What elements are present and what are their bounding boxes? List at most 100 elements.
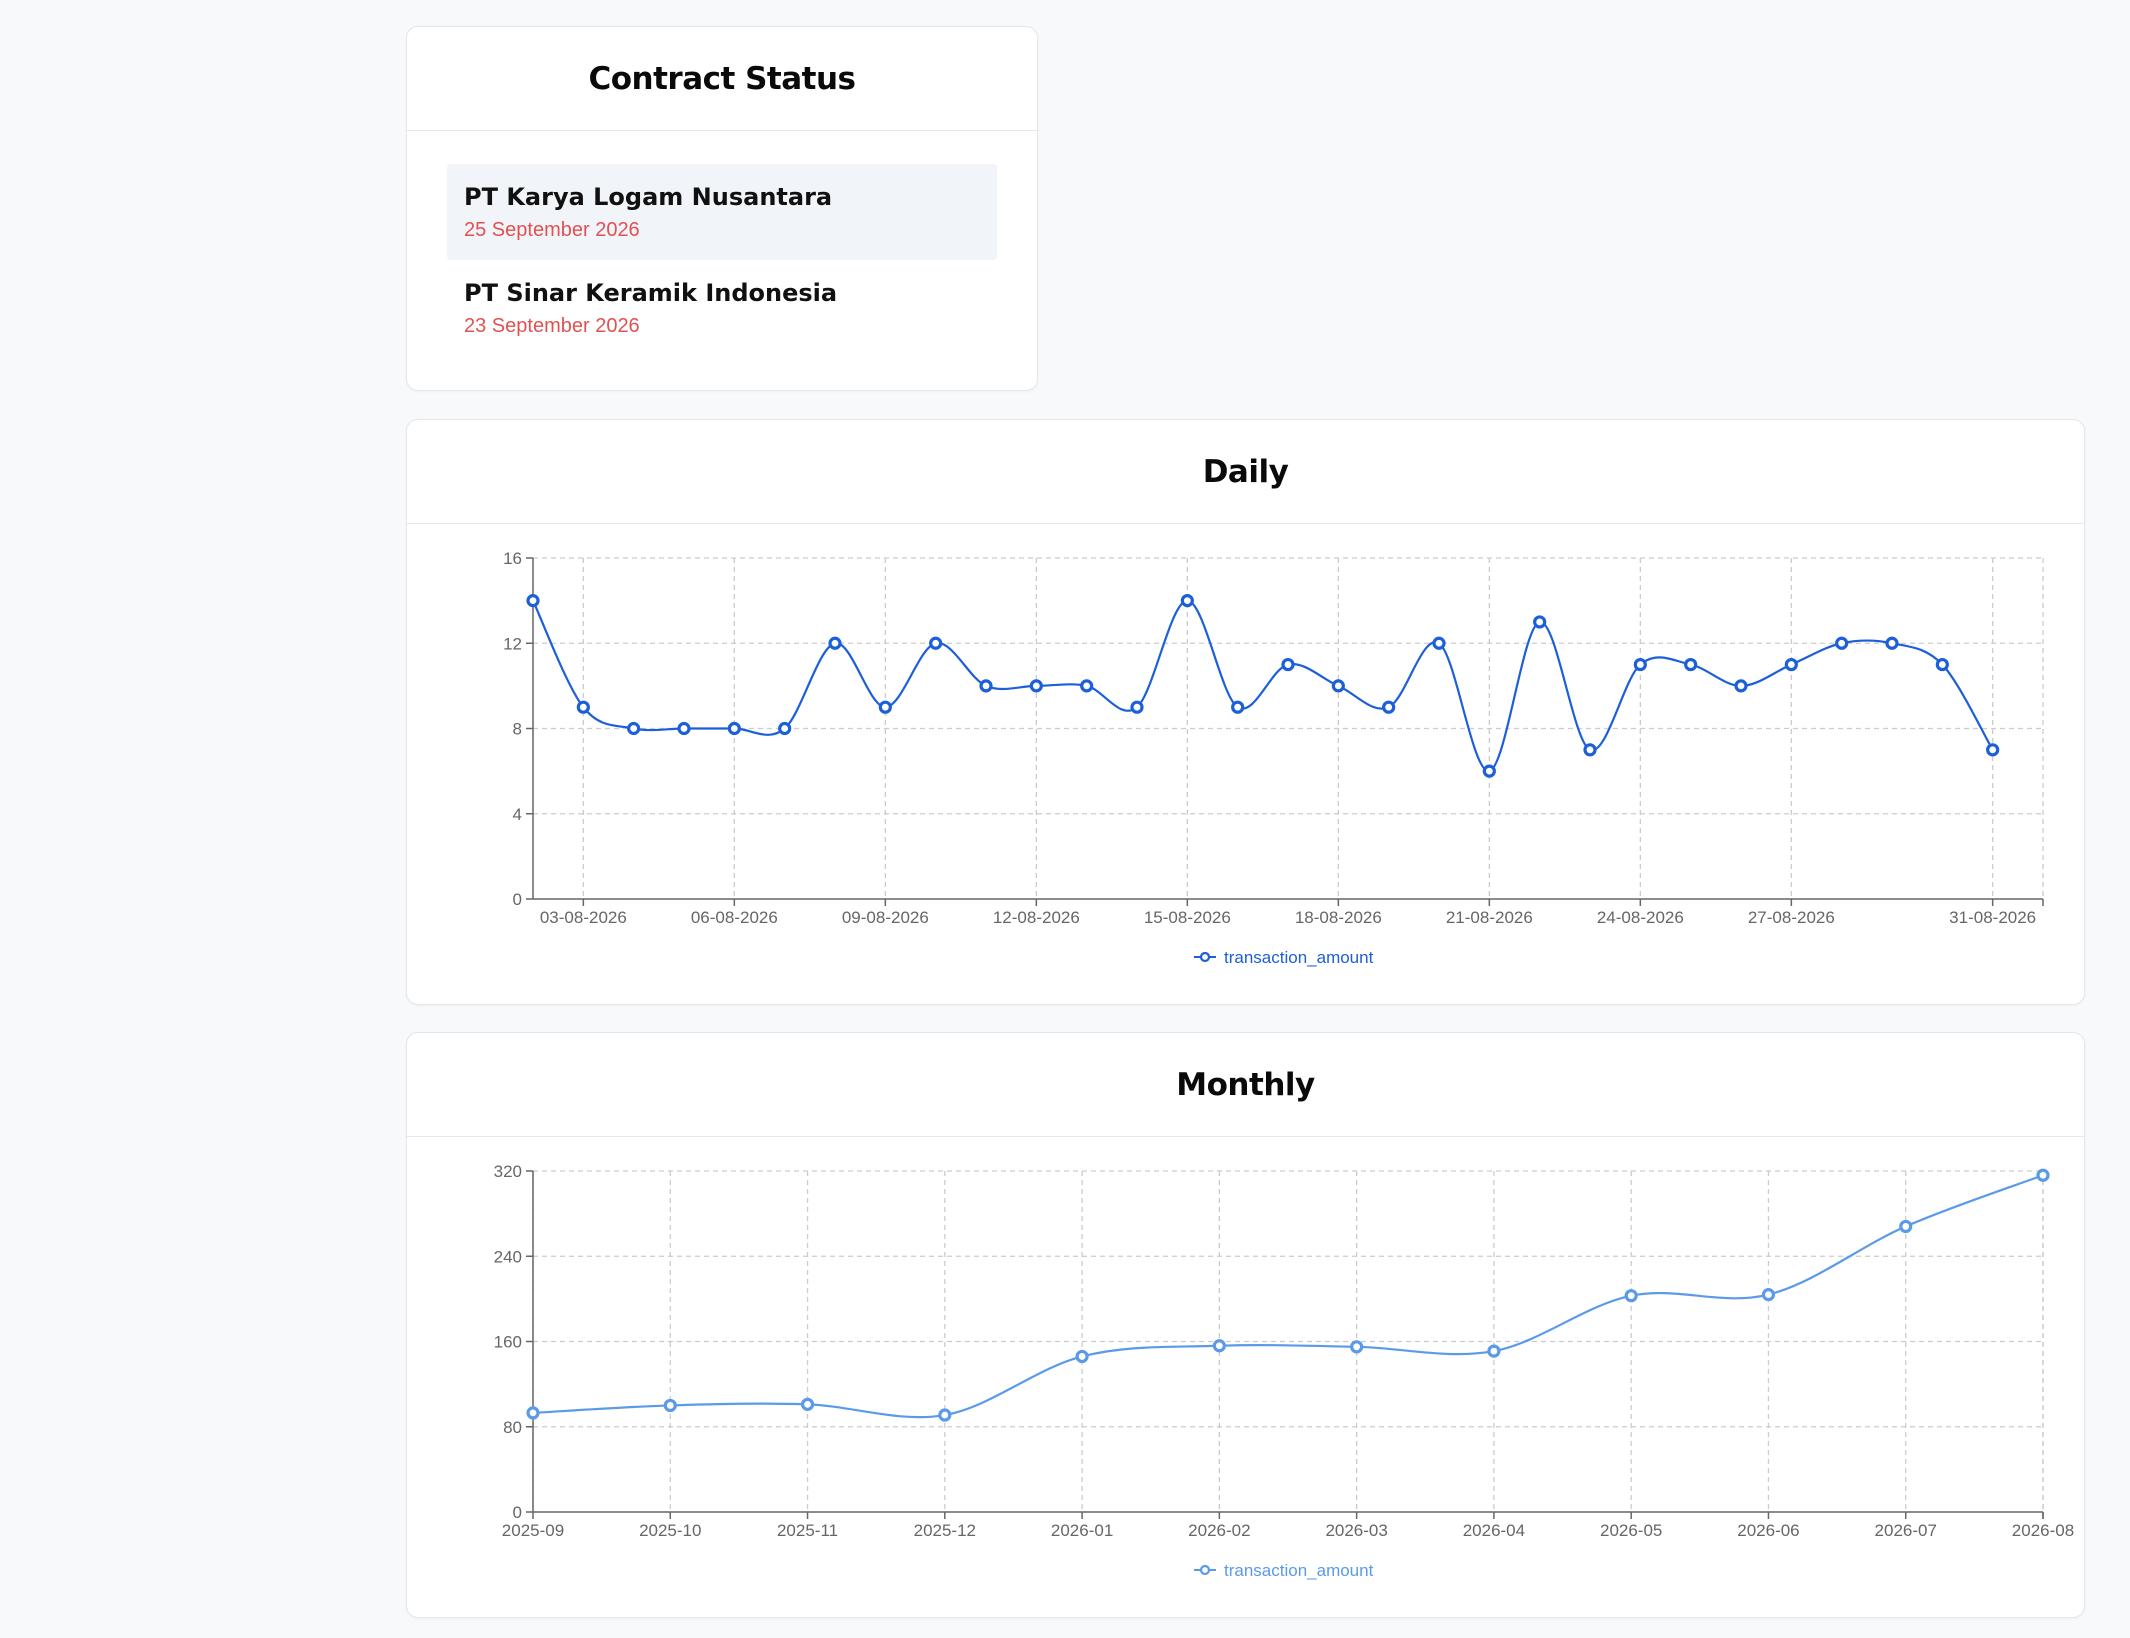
data-point[interactable] — [1432, 636, 1446, 650]
legend-label: transaction_amount — [1224, 1561, 1374, 1580]
data-point[interactable] — [1633, 657, 1647, 672]
x-tick-label: 27-08-2026 — [1748, 908, 1835, 927]
contract-item[interactable]: PT Karya Logam Nusantara 25 September 20… — [447, 164, 997, 260]
contract-item[interactable]: PT Sinar Keramik Indonesia 23 September … — [447, 260, 997, 356]
data-point[interactable] — [526, 594, 540, 608]
contract-date: 25 September 2026 — [464, 218, 640, 241]
data-point[interactable] — [1533, 615, 1547, 629]
data-point[interactable] — [979, 679, 993, 693]
monthly-line-chart: 0 80 160 240 320 2025-09 2025-10 2025-11 2025-12… — [494, 1162, 2075, 1580]
x-tick-label: 24-08-2026 — [1597, 908, 1684, 927]
data-point[interactable] — [1029, 679, 1043, 693]
data-point[interactable] — [1761, 1288, 1776, 1302]
x-tick-label: 15-08-2026 — [1144, 908, 1231, 927]
data-point[interactable] — [1899, 1219, 1913, 1234]
x-tick-label: 2026-07 — [1875, 1521, 1937, 1540]
data-point[interactable] — [1624, 1289, 1638, 1303]
data-point[interactable] — [800, 1397, 815, 1411]
data-point[interactable] — [1075, 1349, 1089, 1364]
x-tick-label: 2026-01 — [1051, 1521, 1113, 1540]
x-tick-label: 06-08-2026 — [691, 908, 778, 927]
daily-chart-header: Daily — [407, 420, 2084, 524]
data-point[interactable] — [1482, 764, 1496, 778]
grid-lines — [533, 557, 2044, 899]
monthly-chart-card: Monthly 0 80 160 240 320 2025-09 2025-10 2025-1… — [406, 1032, 2085, 1618]
x-tick-label: 2025-09 — [502, 1521, 564, 1540]
x-tick-label: 2025-12 — [914, 1521, 976, 1540]
y-tick-label: 0 — [513, 1503, 522, 1522]
contract-list: PT Karya Logam Nusantara 25 September 20… — [407, 131, 1037, 356]
contract-status-title: Contract Status — [588, 60, 856, 97]
x-tick-label: 2026-03 — [1325, 1521, 1387, 1540]
data-point[interactable] — [1885, 636, 1899, 650]
y-tick-label: 4 — [513, 805, 522, 824]
x-tick-label: 31-08-2026 — [1949, 908, 2036, 927]
data-point[interactable] — [1212, 1339, 1226, 1353]
data-point[interactable] — [1487, 1344, 1501, 1358]
data-point[interactable] — [1231, 700, 1245, 714]
x-tick-label: 12-08-2026 — [993, 908, 1080, 927]
data-point[interactable] — [1281, 657, 1295, 672]
data-point[interactable] — [1331, 679, 1345, 693]
data-point[interactable] — [663, 1398, 677, 1413]
contract-status-header: Contract Status — [407, 27, 1037, 131]
chart-legend[interactable]: transaction_amount — [1194, 1561, 1374, 1580]
data-point[interactable] — [677, 721, 691, 736]
series-line — [532, 1174, 2044, 1419]
x-tick-label: 18-08-2026 — [1295, 908, 1382, 927]
chart-legend[interactable]: transaction_amount — [1194, 948, 1374, 967]
data-point[interactable] — [1734, 679, 1748, 693]
monthly-chart-header: Monthly — [407, 1033, 2084, 1137]
x-tick-label: 2025-11 — [777, 1521, 838, 1540]
data-point[interactable] — [1130, 700, 1144, 714]
y-tick-label: 80 — [503, 1418, 522, 1437]
y-tick-label: 12 — [503, 634, 522, 653]
x-tick-label: 2026-04 — [1463, 1521, 1525, 1540]
data-point[interactable] — [1350, 1340, 1364, 1354]
x-tick-label: 2025-10 — [639, 1521, 701, 1540]
y-tick-label: 16 — [503, 549, 522, 568]
series-line — [532, 599, 1994, 773]
x-tick-label: 2026-08 — [2012, 1521, 2074, 1540]
data-point[interactable] — [1986, 743, 2000, 757]
data-point[interactable] — [2036, 1168, 2050, 1182]
data-point[interactable] — [576, 700, 590, 714]
legend-marker-icon — [1199, 1564, 1211, 1576]
daily-chart-card: Daily 0 4 8 12 16 03-08-2026 06-08-2026 09-08-2… — [406, 419, 2085, 1005]
daily-line-chart: 0 4 8 12 16 03-08-2026 06-08-2026 09-08-2026 12-… — [503, 549, 2044, 967]
data-point[interactable] — [828, 636, 842, 650]
data-point[interactable] — [938, 1408, 952, 1422]
data-point[interactable] — [1835, 636, 1849, 650]
y-tick-label: 320 — [494, 1162, 522, 1181]
y-tick-label: 8 — [513, 720, 522, 739]
daily-chart-title: Daily — [1202, 453, 1289, 490]
contract-status-card: Contract Status PT Karya Logam Nusantara… — [406, 26, 1038, 391]
y-tick-label: 160 — [494, 1333, 522, 1352]
data-point[interactable] — [1784, 657, 1798, 672]
data-point[interactable] — [1382, 700, 1396, 714]
data-point[interactable] — [526, 1406, 540, 1420]
x-tick-label: 21-08-2026 — [1446, 908, 1533, 927]
data-point[interactable] — [1684, 657, 1698, 672]
monthly-chart-title: Monthly — [1176, 1066, 1315, 1103]
y-tick-label: 240 — [494, 1247, 522, 1266]
x-tick-label: 2026-06 — [1737, 1521, 1799, 1540]
data-point[interactable] — [627, 721, 641, 736]
legend-label: transaction_amount — [1224, 948, 1374, 967]
x-tick-label: 03-08-2026 — [540, 908, 627, 927]
data-point[interactable] — [1080, 679, 1094, 693]
data-point[interactable] — [727, 721, 741, 736]
data-point[interactable] — [1583, 743, 1597, 757]
data-point[interactable] — [1935, 657, 1949, 672]
x-tick-label: 2026-05 — [1600, 1521, 1662, 1540]
grid-lines — [532, 1170, 2044, 1512]
legend-marker-icon — [1199, 951, 1211, 963]
y-tick-label: 0 — [513, 890, 522, 909]
company-name: PT Karya Logam Nusantara — [464, 182, 833, 211]
data-point[interactable] — [878, 700, 892, 714]
data-point[interactable] — [778, 721, 792, 736]
data-point[interactable] — [1180, 594, 1194, 608]
company-name: PT Sinar Keramik Indonesia — [464, 278, 838, 307]
data-point[interactable] — [929, 636, 943, 650]
contract-date: 23 September 2026 — [464, 314, 640, 337]
